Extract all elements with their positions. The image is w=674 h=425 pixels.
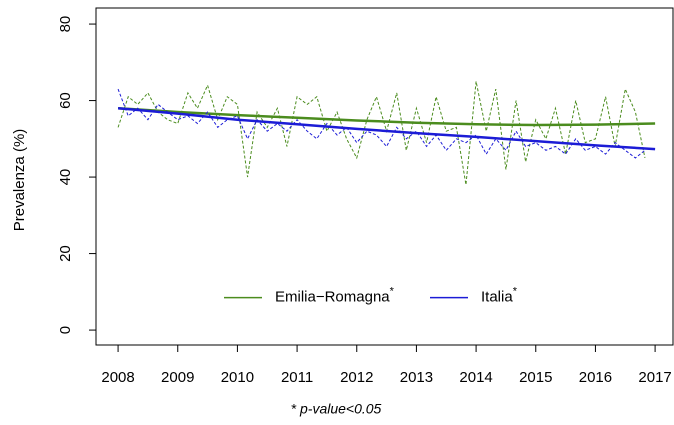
- x-tick-label: 2016: [579, 369, 612, 386]
- plot-box: [95, 7, 674, 346]
- x-tick-label: 2017: [638, 369, 671, 386]
- y-tick-label: 0: [57, 326, 74, 334]
- footnote: * p-value<0.05: [291, 401, 382, 417]
- y-tick-label: 60: [57, 92, 74, 109]
- trend-line: [117, 106, 656, 151]
- x-tick-label: 2015: [519, 369, 552, 386]
- y-tick-label: 40: [57, 169, 74, 186]
- legend-label: Italia: [481, 289, 513, 306]
- trend-line: [117, 106, 656, 127]
- data-line: [117, 81, 646, 185]
- x-tick-label: 2011: [281, 369, 313, 386]
- x-tick-label: 2008: [101, 369, 134, 386]
- y-axis-label: Prevalenza (%): [11, 129, 28, 232]
- x-tick-label: 2013: [400, 369, 433, 386]
- y-tick-label: 20: [57, 245, 74, 262]
- legend-note: *: [513, 285, 518, 297]
- x-tick-label: 2012: [340, 369, 373, 386]
- x-tick-label: 2010: [221, 369, 254, 386]
- x-tick-label: 2014: [459, 369, 492, 386]
- data-line: [117, 88, 646, 159]
- y-tick-label: 80: [57, 16, 74, 33]
- legend-label: Emilia−Romagna: [275, 289, 390, 306]
- legend-entry: Italia*: [481, 285, 518, 305]
- legend-entry: Emilia−Romagna*: [275, 285, 395, 305]
- legend-note: *: [390, 285, 395, 297]
- x-tick-label: 2009: [161, 369, 194, 386]
